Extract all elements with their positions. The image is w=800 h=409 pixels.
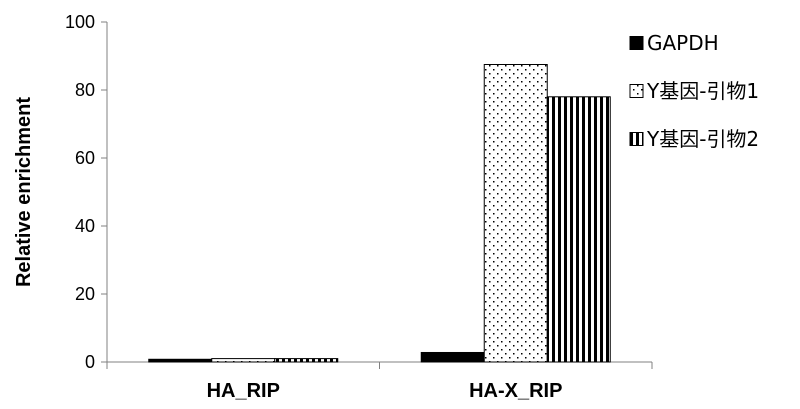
legend-swatch: [629, 132, 644, 146]
y-tick-label: 80: [75, 80, 95, 100]
bar: [546, 96, 611, 363]
y-tick-label: 0: [85, 352, 95, 372]
bars: [148, 64, 611, 363]
x-tick-label: HA-X_RIP: [469, 380, 562, 402]
bar: [211, 358, 276, 363]
legend-label: Y基因-引物2: [646, 127, 759, 151]
legend-label: Y基因-引物1: [646, 79, 759, 103]
y-tick-label: 100: [65, 12, 95, 32]
legend-swatch: [629, 36, 644, 50]
x-tick-label: HA_RIP: [207, 380, 280, 402]
y-tick-label: 20: [75, 284, 95, 304]
bar: [274, 358, 339, 363]
y-axis-title: Relative enrichment: [13, 97, 35, 287]
legend-label: GAPDH: [647, 31, 719, 55]
legend: GAPDH Y基因-引物1 Y基因-引物2: [629, 31, 759, 151]
y-ticks: 0 20 40 60 80 100: [65, 12, 107, 372]
x-tick-labels: HA_RIP HA-X_RIP: [207, 380, 563, 402]
y-tick-label: 40: [75, 216, 95, 236]
bar: [420, 351, 485, 363]
legend-swatch: [629, 84, 644, 98]
y-tick-label: 60: [75, 148, 95, 168]
x-ticks: [106, 362, 653, 369]
bar: [483, 64, 548, 363]
bar: [148, 358, 213, 363]
